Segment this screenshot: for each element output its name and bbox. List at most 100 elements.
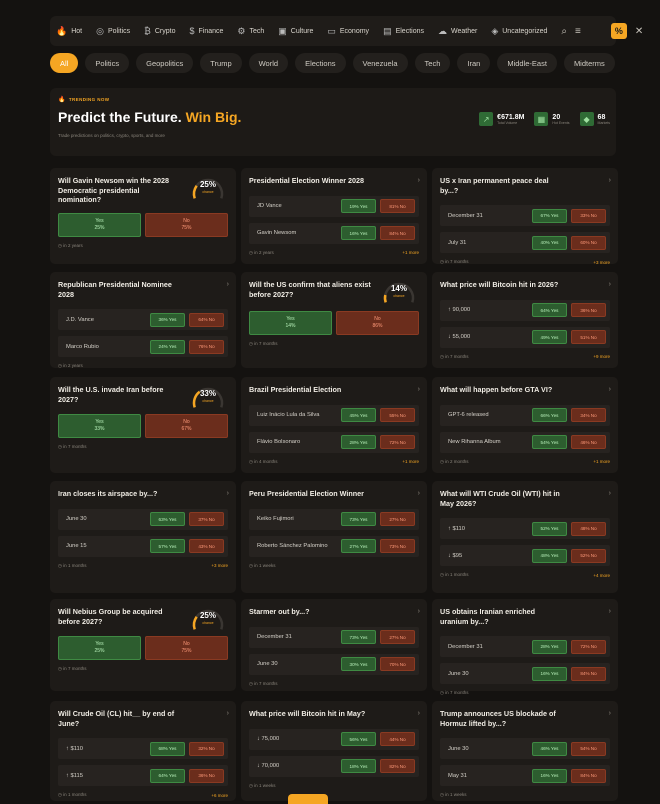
chevron-right-icon[interactable]: › (608, 710, 611, 717)
no-button[interactable]: 34% No (571, 408, 606, 423)
no-button[interactable]: 44% No (380, 732, 415, 747)
no-button[interactable]: 46% No (571, 435, 606, 450)
market-card[interactable]: Presidential Election Winner 2028 › JD Van… (241, 168, 427, 264)
no-button[interactable]: 60% No (571, 235, 606, 250)
market-title[interactable]: What price will Bitcoin hit in 2026? (440, 280, 559, 289)
market-card[interactable]: What will happen before GTA VI? › GPT-6 re… (432, 377, 618, 473)
no-button[interactable]: 32% No (189, 741, 224, 756)
market-title[interactable]: What will WTI Crude Oil (WTI) hit in May… (440, 489, 560, 508)
market-title[interactable]: Presidential Election Winner 2028 (249, 176, 364, 185)
filter-icon[interactable]: ≡ (575, 25, 581, 37)
market-card[interactable]: What will WTI Crude Oil (WTI) hit in May… (432, 481, 618, 593)
market-title[interactable]: US obtains Iranian enriched uranium by..… (440, 607, 536, 626)
market-card[interactable]: Iran closes its airspace by...? › June 30 6… (50, 481, 236, 593)
market-card[interactable]: Will Crude Oil (CL) hit__ by end of June… (50, 701, 236, 801)
search-icon[interactable]: ⌕ (561, 25, 567, 37)
category-chip[interactable]: Trump (200, 53, 242, 73)
no-button[interactable]: 54% No (571, 741, 606, 756)
yes-button[interactable]: Yes 25% (58, 213, 141, 238)
no-button[interactable]: 72% No (571, 639, 606, 654)
chevron-right-icon[interactable]: › (608, 608, 611, 615)
nav-item-tech[interactable]: ⚙ Tech (237, 26, 264, 37)
bottom-handle[interactable] (288, 794, 328, 804)
no-button[interactable]: No 75% (145, 213, 228, 238)
yes-button[interactable]: 64% Yes (150, 768, 185, 783)
no-button[interactable]: No 67% (145, 414, 228, 439)
no-button[interactable]: 72% No (380, 435, 415, 450)
yes-button[interactable]: 28% Yes (341, 435, 376, 450)
nav-item-hot[interactable]: 🔥 Hot (56, 26, 82, 37)
market-title[interactable]: Iran closes its airspace by...? (58, 489, 158, 498)
market-card[interactable]: What price will Bitcoin hit in May? › ↓ 75… (241, 701, 427, 801)
no-button[interactable]: 82% No (380, 759, 415, 774)
yes-button[interactable]: 63% Yes (150, 512, 185, 527)
no-button[interactable]: 51% No (571, 330, 606, 345)
more-outcomes-link[interactable]: +4 more (593, 572, 610, 578)
nav-item-weather[interactable]: ☁ Weather (438, 26, 477, 37)
chevron-right-icon[interactable]: › (226, 490, 229, 497)
yes-button[interactable]: 52% Yes (532, 521, 567, 536)
no-button[interactable]: 73% No (380, 539, 415, 554)
market-title[interactable]: Peru Presidential Election Winner (249, 489, 364, 498)
yes-button[interactable]: 64% Yes (532, 303, 567, 318)
nav-item-culture[interactable]: ▣ Culture (278, 26, 313, 37)
chevron-right-icon[interactable]: › (417, 710, 420, 717)
yes-button[interactable]: 46% Yes (532, 741, 567, 756)
yes-button[interactable]: 73% Yes (341, 630, 376, 645)
no-button[interactable]: 70% No (380, 657, 415, 672)
market-card[interactable]: US x Iran permanent peace deal by...? › De… (432, 168, 618, 265)
yes-button[interactable]: 40% Yes (532, 235, 567, 250)
yes-button[interactable]: 18% Yes (341, 759, 376, 774)
category-chip[interactable]: Politics (85, 53, 130, 73)
market-title[interactable]: Will Crude Oil (CL) hit__ by end of June… (58, 709, 175, 728)
market-title[interactable]: What will happen before GTA VI? (440, 385, 553, 394)
yes-button[interactable]: 24% Yes (150, 339, 185, 354)
category-chip[interactable]: Iran (457, 53, 491, 73)
yes-button[interactable]: 45% Yes (341, 408, 376, 423)
category-chip[interactable]: Elections (295, 53, 346, 73)
no-button[interactable]: 33% No (571, 208, 606, 223)
market-title[interactable]: Will the US confirm that aliens exist be… (249, 280, 371, 299)
market-card[interactable]: Will the U.S. invade Iran before 2027? 33… (50, 377, 236, 473)
yes-button[interactable]: 36% Yes (150, 312, 185, 327)
more-outcomes-link[interactable]: +3 more (211, 563, 228, 569)
market-card[interactable]: Will Nebius Group be acquired before 202… (50, 599, 236, 691)
yes-button[interactable]: 57% Yes (150, 539, 185, 554)
category-chip[interactable]: Geopolitics (136, 53, 194, 73)
no-button[interactable]: 36% No (189, 768, 224, 783)
category-chip[interactable]: Tech (414, 53, 451, 73)
no-button[interactable]: 27% No (380, 512, 415, 527)
chevron-right-icon[interactable]: › (417, 386, 420, 393)
yes-button[interactable]: Yes 33% (58, 414, 141, 439)
chevron-right-icon[interactable]: › (417, 490, 420, 497)
no-button[interactable]: 76% No (189, 339, 224, 354)
yes-button[interactable]: 48% Yes (532, 548, 567, 563)
market-title[interactable]: Trump announces US blockade of Hormuz li… (440, 709, 556, 728)
more-outcomes-link[interactable]: +1 more (402, 459, 419, 465)
more-outcomes-link[interactable]: +1 more (593, 459, 610, 465)
market-card[interactable]: Republican Presidential Nominee 2028 › J.D… (50, 272, 236, 368)
yes-button[interactable]: 56% Yes (341, 732, 376, 747)
no-button[interactable]: 43% No (189, 539, 224, 554)
no-button[interactable]: No 75% (145, 636, 228, 661)
no-button[interactable]: 84% No (380, 226, 415, 241)
nav-item-crypto[interactable]: ₿ Crypto (144, 26, 175, 36)
percent-toggle-button[interactable]: % (610, 23, 627, 39)
no-button[interactable]: 52% No (571, 548, 606, 563)
yes-button[interactable]: 27% Yes (341, 539, 376, 554)
yes-button[interactable]: 19% Yes (341, 199, 376, 214)
market-title[interactable]: Will the U.S. invade Iran before 2027? (58, 385, 164, 404)
chevron-right-icon[interactable]: › (226, 710, 229, 717)
yes-button[interactable]: Yes 25% (58, 636, 141, 661)
yes-button[interactable]: 16% Yes (532, 768, 567, 783)
market-title[interactable]: Will Gavin Newsom win the 2028 Democrati… (58, 176, 169, 205)
no-button[interactable]: No 86% (336, 311, 419, 336)
no-button[interactable]: 81% No (380, 199, 415, 214)
yes-button[interactable]: 68% Yes (150, 741, 185, 756)
yes-button[interactable]: 54% Yes (532, 435, 567, 450)
nav-item-economy[interactable]: ▭ Economy (327, 26, 369, 37)
market-title[interactable]: What price will Bitcoin hit in May? (249, 709, 366, 718)
more-outcomes-link[interactable]: +6 more (211, 792, 228, 798)
nav-item-politics[interactable]: ◎ Politics (96, 26, 130, 37)
chevron-right-icon[interactable]: › (608, 490, 611, 497)
